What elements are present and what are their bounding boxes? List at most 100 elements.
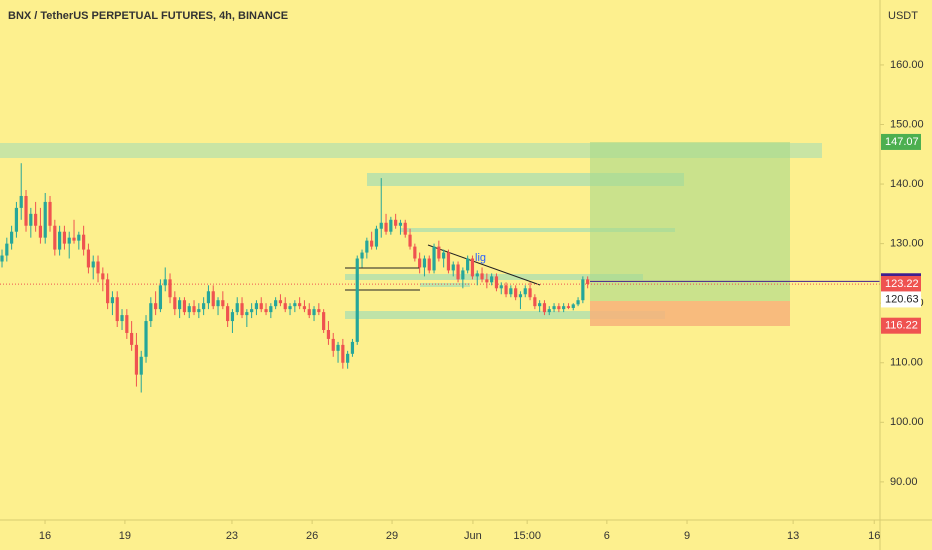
candle-body (5, 243, 9, 256)
x-tick-label: Jun (464, 530, 482, 542)
candle-body (461, 270, 465, 280)
candle-body (274, 300, 278, 307)
candle-body (413, 246, 417, 259)
candle-body (317, 309, 321, 313)
candle-body (235, 303, 239, 313)
axis-unit: USDT (888, 10, 918, 22)
candle-body (490, 276, 494, 283)
candle-body (19, 195, 23, 208)
candle-body (221, 300, 225, 307)
candle-body (355, 258, 359, 342)
candle-body (418, 258, 422, 268)
candle-body (562, 306, 566, 310)
x-tick-label: 16 (39, 530, 51, 542)
candle-body (427, 258, 431, 271)
candle-body (230, 312, 235, 322)
candle-body (67, 237, 71, 244)
candle-body (298, 303, 302, 307)
candle-body (254, 303, 259, 310)
candle-body (115, 297, 119, 322)
profit-zone (590, 142, 790, 301)
candle-body (91, 261, 95, 268)
candle-body (158, 285, 163, 310)
price-label: 120.63 (885, 293, 919, 305)
candle-body (408, 234, 412, 247)
candle-body (466, 258, 470, 271)
x-tick-label: 23 (226, 530, 238, 542)
candle-body (528, 288, 532, 298)
candle-body (29, 213, 33, 226)
candle-body (384, 222, 388, 232)
candle-body (278, 300, 283, 304)
candle-body (552, 306, 556, 310)
candle-body (139, 356, 143, 375)
candle-body (293, 303, 297, 307)
y-tick-label: 110.00 (890, 357, 923, 369)
candle-body (226, 306, 230, 322)
candle-body (446, 252, 451, 271)
candle-body (422, 258, 427, 268)
price-label-bg (881, 291, 921, 308)
candle-body (178, 300, 182, 310)
candle-body (24, 195, 28, 226)
candle-body (470, 258, 475, 277)
candle-body (379, 222, 383, 229)
candle-body (144, 321, 148, 357)
candle-body (557, 306, 561, 310)
candle-body (72, 237, 76, 241)
y-tick-label: 150.00 (890, 118, 924, 130)
candle-body (547, 309, 551, 313)
annotation: lig (475, 252, 486, 264)
candle-body (259, 303, 263, 310)
candle-body (192, 306, 196, 313)
candle-body (77, 234, 81, 241)
candle-body (34, 213, 38, 226)
candle-body (134, 344, 139, 375)
candle-body (149, 303, 153, 322)
y-tick-label: 130.00 (890, 238, 924, 250)
candle-body (14, 207, 19, 232)
candle-body (125, 315, 129, 333)
candle-body (173, 297, 177, 310)
candle-body (581, 279, 585, 301)
candle-body (456, 264, 460, 280)
candle-body (240, 303, 244, 316)
candle-body (365, 240, 369, 253)
price-label: 123.22 (885, 278, 919, 290)
candle-body (394, 219, 398, 226)
candle-body (106, 279, 110, 304)
candle-body (475, 273, 479, 277)
candle-body (538, 303, 542, 307)
candle-body (216, 300, 220, 307)
candle-body (264, 309, 268, 313)
zone (345, 274, 643, 280)
candle-body (120, 315, 124, 322)
drawings (0, 142, 880, 326)
candle-body (504, 285, 508, 295)
candle-body (86, 249, 91, 268)
y-tick-label: 140.00 (890, 178, 924, 190)
candle-body (307, 309, 311, 316)
candle-body (250, 309, 254, 313)
zone (400, 228, 675, 232)
y-tick-label: 100.00 (890, 416, 924, 428)
candle-body (331, 338, 335, 351)
candle-body (283, 303, 287, 310)
candle-body (211, 291, 215, 307)
x-tick-label: 26 (306, 530, 318, 542)
candle-body (269, 306, 273, 313)
candle-body (389, 219, 393, 232)
candle-body (350, 341, 355, 354)
candle-body (494, 276, 499, 289)
x-tick-label: 29 (386, 530, 398, 542)
candle-body (62, 231, 67, 244)
candle-body (403, 222, 407, 235)
candle-body (374, 228, 379, 247)
candle-body (442, 252, 446, 259)
candle-body (336, 344, 340, 351)
candle-body (571, 304, 575, 308)
candle-body (0, 255, 4, 262)
candle-body (326, 329, 331, 339)
candle-body (485, 279, 489, 283)
